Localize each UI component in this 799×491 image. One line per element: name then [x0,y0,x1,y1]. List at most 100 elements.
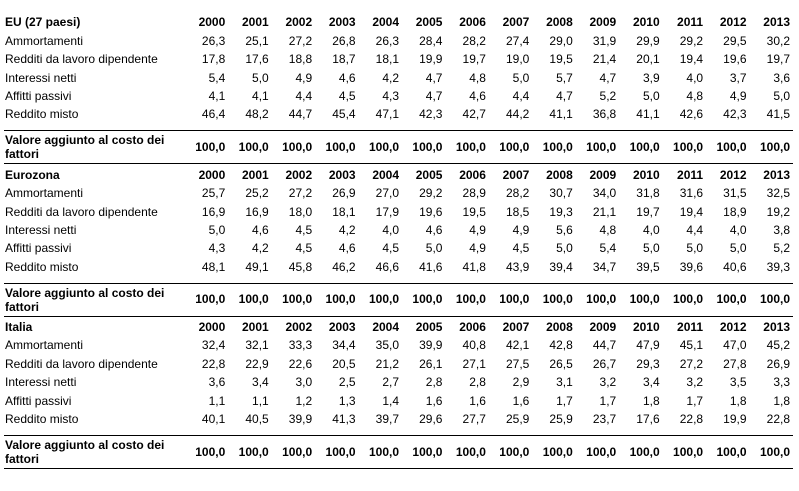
year-header: 2002 [285,15,313,30]
value-cell: 17,8 [201,52,226,67]
spacer-cell [4,275,793,284]
value-cell: 5,0 [773,88,790,103]
table-row: Reddito misto 46,4 48,2 44,7 45,4 47,1 42,3 42,… [4,104,793,122]
value-cell: 41,6 [419,259,443,274]
value-cell: 4,6 [252,222,269,237]
value-cell: 27,4 [505,33,530,48]
value-cell: 34,7 [592,259,617,274]
value-cell: 5,0 [512,70,530,85]
value-cell: 42,7 [462,107,486,122]
row-label: Ammortamenti [5,338,84,353]
row-label: Ammortamenti [5,33,84,48]
table-row: Redditi da lavoro dipendente 22,8 22,9 22,6… [4,353,793,371]
value-cell: 27,8 [723,356,747,371]
year-header: 2012 [719,320,747,335]
year-header: 2009 [589,320,617,335]
row-label: Reddito misto [5,412,79,427]
value-cell: 31,9 [592,33,617,48]
year-header: 2012 [719,167,747,182]
table-row: Reddito misto 40,1 40,5 39,9 41,3 39,7 29,6 27,… [4,409,793,427]
value-cell: 4,5 [338,88,356,103]
value-cell: 29,6 [419,412,443,427]
total-value-cell: 100,0 [315,130,359,165]
value-cell: 46,2 [332,259,356,274]
value-cell: 3,1 [556,375,573,390]
value-cell: 4,9 [512,222,530,237]
total-value-cell: 100,0 [228,130,272,165]
value-cell: 4,0 [642,222,660,237]
row-label: Interessi netti [5,375,77,390]
spacer-cell [4,427,793,436]
value-cell: 21,4 [592,52,617,67]
total-value-cell: 100,0 [228,282,272,317]
value-cell: 42,8 [549,338,573,353]
table-row: Reddito misto 48,1 49,1 45,8 46,2 46,6 41,6 41,… [4,256,793,274]
total-label: Valore aggiunto al costo dei fattori [4,130,185,165]
value-cell: 4,0 [686,70,704,85]
year-header: 2010 [632,167,660,182]
value-cell: 41,8 [462,259,486,274]
section-title: EU (27 paesi) [5,15,81,30]
total-value-cell: 100,0 [184,282,229,317]
value-cell: 4,0 [729,222,747,237]
value-cell: 4,7 [425,88,443,103]
value-cell: 4,4 [686,222,704,237]
value-cell: 19,7 [766,52,790,67]
year-header: 2005 [415,167,443,182]
total-value-cell: 100,0 [358,435,403,470]
value-cell: 1,1 [252,393,269,408]
value-cell: 18,7 [332,52,356,67]
spacer-row [4,122,793,131]
value-cell: 16,9 [245,204,269,219]
total-value-cell: 100,0 [445,130,489,165]
year-header: 2013 [763,167,790,182]
year-header: 2005 [415,15,443,30]
value-cell: 4,6 [338,70,356,85]
row-label: Affitti passivi [5,393,72,408]
value-cell: 45,2 [766,338,790,353]
value-cell: 5,0 [556,241,573,256]
value-cell: 4,6 [469,88,486,103]
year-header: 2000 [198,167,226,182]
value-cell: 4,7 [556,88,573,103]
value-cell: 26,7 [592,356,617,371]
year-header: 2001 [242,15,269,30]
total-value-cell: 100,0 [315,435,359,470]
value-cell: 33,3 [288,338,313,353]
value-cell: 22,6 [288,356,313,371]
value-cell: 4,2 [382,70,400,85]
value-cell: 4,5 [512,241,530,256]
value-cell: 18,0 [288,204,313,219]
value-cell: 19,3 [549,204,573,219]
value-cell: 21,1 [592,204,617,219]
value-cell: 4,6 [338,241,356,256]
value-cell: 4,8 [469,70,486,85]
total-value-cell: 100,0 [749,282,793,317]
year-header: 2006 [459,15,486,30]
total-value-cell: 100,0 [575,435,620,470]
value-cell: 3,2 [599,375,617,390]
value-cell: 46,6 [375,259,400,274]
year-header: 2011 [677,167,704,182]
value-cell: 43,9 [505,259,530,274]
total-value-cell: 100,0 [488,435,533,470]
total-value-cell: 100,0 [402,130,446,165]
value-cell: 48,2 [245,107,269,122]
value-cell: 3,7 [729,70,747,85]
year-header: 2006 [459,320,486,335]
value-cell: 4,2 [338,222,356,237]
value-cell: 25,9 [505,412,530,427]
table-row: Interessi netti 5,4 5,0 4,9 4,6 4,2 4,7 4,8 5,0 5… [4,67,793,85]
value-cell: 27,0 [375,186,400,201]
value-cell: 4,6 [425,222,443,237]
total-value-cell: 100,0 [445,435,489,470]
value-cell: 19,2 [766,204,790,219]
year-header: 2005 [415,320,443,335]
value-cell: 1,3 [338,393,356,408]
total-value-cell: 100,0 [619,282,663,317]
row-label: Affitti passivi [5,241,72,256]
spacer-cell [4,122,793,131]
value-cell: 5,0 [642,88,660,103]
total-value-cell: 100,0 [575,282,620,317]
year-header: 2006 [459,167,486,182]
